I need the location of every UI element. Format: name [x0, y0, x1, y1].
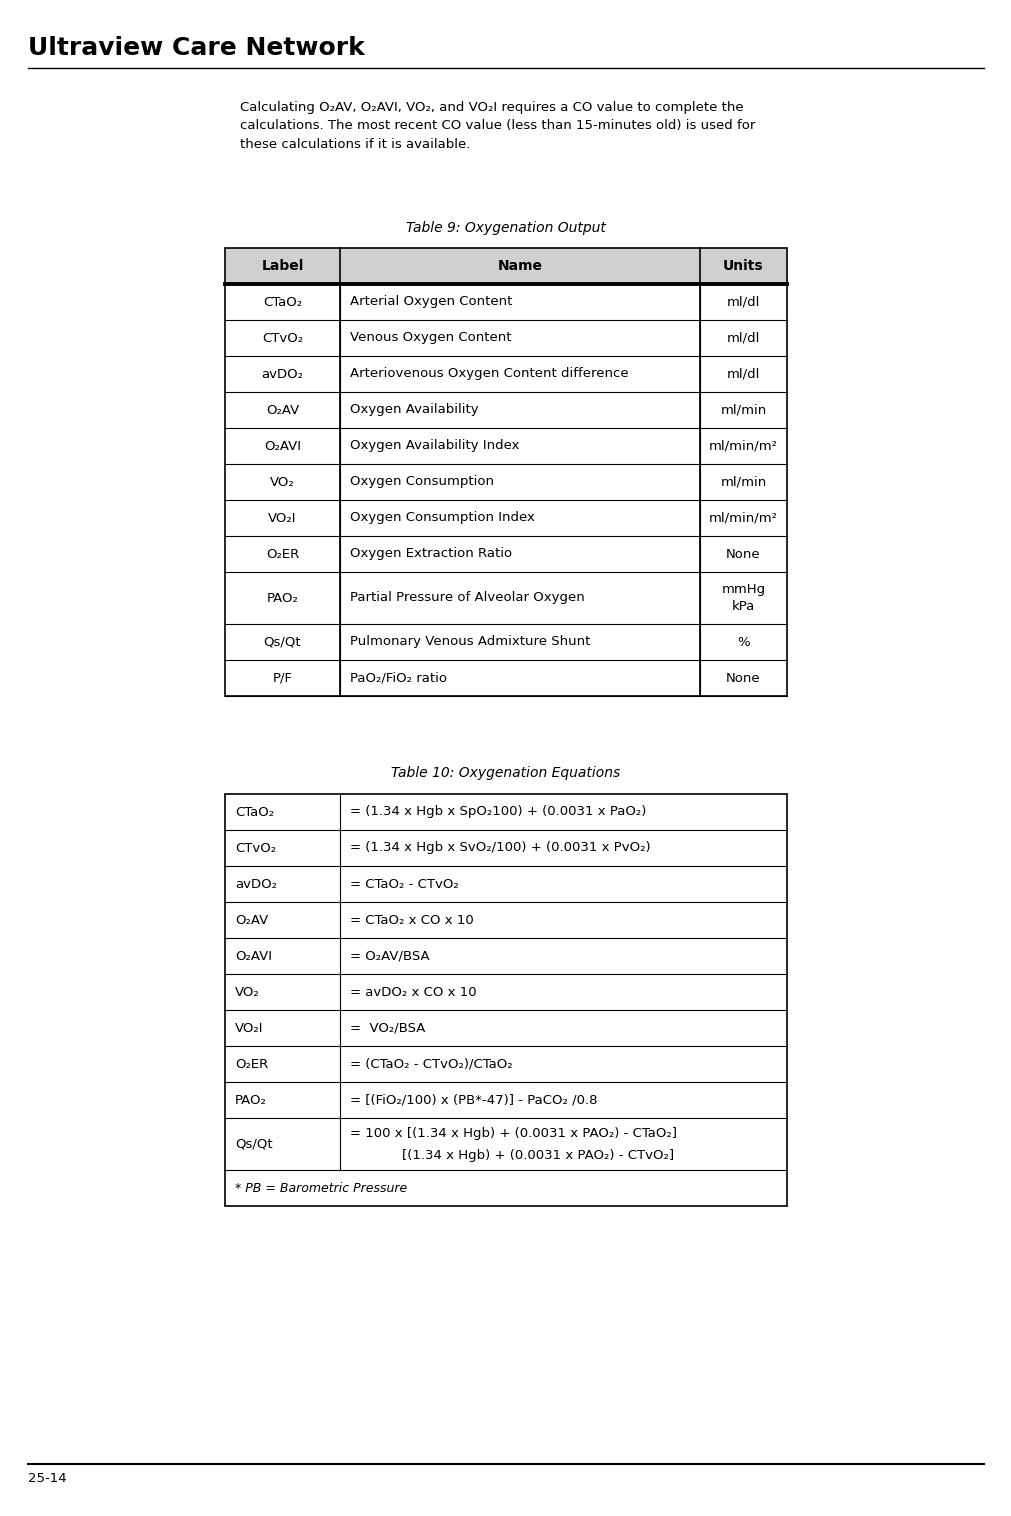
Text: = avDO₂ x CO x 10: = avDO₂ x CO x 10 — [350, 985, 476, 999]
Text: Qs/Qt: Qs/Qt — [235, 1137, 272, 1151]
Text: * PB = Barometric Pressure: * PB = Barometric Pressure — [235, 1181, 406, 1195]
Text: =  VO₂/BSA: = VO₂/BSA — [350, 1022, 425, 1034]
Text: Pulmonary Venous Admixture Shunt: Pulmonary Venous Admixture Shunt — [350, 635, 589, 649]
Text: CTvO₂: CTvO₂ — [235, 841, 276, 855]
Text: Oxygen Consumption: Oxygen Consumption — [350, 476, 493, 488]
Text: O₂ER: O₂ER — [266, 547, 299, 561]
Text: %: % — [736, 635, 749, 649]
Text: VO₂: VO₂ — [270, 476, 294, 488]
Text: Qs/Qt: Qs/Qt — [264, 635, 301, 649]
Text: ml/dl: ml/dl — [726, 367, 759, 381]
Text: CTvO₂: CTvO₂ — [262, 332, 302, 344]
Text: CTaO₂: CTaO₂ — [235, 805, 274, 819]
Text: O₂AVI: O₂AVI — [264, 440, 300, 452]
Text: Venous Oxygen Content: Venous Oxygen Content — [350, 332, 511, 344]
Text: [(1.34 x Hgb) + (0.0031 x PAO₂) - CTvO₂]: [(1.34 x Hgb) + (0.0031 x PAO₂) - CTvO₂] — [401, 1149, 673, 1161]
Bar — [224, 794, 787, 1207]
Text: Units: Units — [723, 259, 763, 273]
Text: Table 10: Oxygenation Equations: Table 10: Oxygenation Equations — [391, 766, 620, 781]
Text: Partial Pressure of Alveolar Oxygen: Partial Pressure of Alveolar Oxygen — [350, 591, 584, 605]
Text: VO₂I: VO₂I — [235, 1022, 263, 1034]
Text: = 100 x [(1.34 x Hgb) + (0.0031 x PAO₂) - CTaO₂]: = 100 x [(1.34 x Hgb) + (0.0031 x PAO₂) … — [350, 1126, 676, 1140]
Text: O₂AVI: O₂AVI — [235, 949, 272, 963]
Text: Label: Label — [261, 259, 303, 273]
Text: ml/min: ml/min — [720, 403, 766, 417]
Text: = CTaO₂ - CTvO₂: = CTaO₂ - CTvO₂ — [350, 878, 458, 890]
Text: = (1.34 x Hgb x SpO₂100) + (0.0031 x PaO₂): = (1.34 x Hgb x SpO₂100) + (0.0031 x PaO… — [350, 805, 646, 819]
Text: ml/min: ml/min — [720, 476, 766, 488]
Text: PAO₂: PAO₂ — [266, 591, 298, 605]
Text: PAO₂: PAO₂ — [235, 1093, 267, 1107]
Text: ml/min/m²: ml/min/m² — [709, 511, 777, 525]
Text: Name: Name — [497, 259, 542, 273]
Text: O₂ER: O₂ER — [235, 1058, 268, 1070]
Text: ml/min/m²: ml/min/m² — [709, 440, 777, 452]
Text: Ultraview Care Network: Ultraview Care Network — [28, 36, 364, 61]
Text: O₂AV: O₂AV — [266, 403, 299, 417]
Text: ml/dl: ml/dl — [726, 332, 759, 344]
Text: VO₂: VO₂ — [235, 985, 260, 999]
Text: = [(FiO₂/100) x (PB*-47)] - PaCO₂ /0.8: = [(FiO₂/100) x (PB*-47)] - PaCO₂ /0.8 — [350, 1093, 596, 1107]
Text: Arteriovenous Oxygen Content difference: Arteriovenous Oxygen Content difference — [350, 367, 628, 381]
Text: Calculating O₂AV, O₂AVI, VO₂, and VO₂I requires a CO value to complete the
calcu: Calculating O₂AV, O₂AVI, VO₂, and VO₂I r… — [240, 102, 754, 152]
Text: ml/dl: ml/dl — [726, 296, 759, 308]
Text: None: None — [726, 547, 760, 561]
Text: mmHg
kPa: mmHg kPa — [721, 582, 764, 614]
Text: Table 9: Oxygenation Output: Table 9: Oxygenation Output — [405, 221, 606, 235]
Text: None: None — [726, 672, 760, 685]
Text: Oxygen Availability: Oxygen Availability — [350, 403, 478, 417]
Bar — [224, 249, 787, 696]
Text: = CTaO₂ x CO x 10: = CTaO₂ x CO x 10 — [350, 914, 473, 926]
Text: 25-14: 25-14 — [28, 1472, 67, 1486]
Text: = (CTaO₂ - CTvO₂)/CTaO₂: = (CTaO₂ - CTvO₂)/CTaO₂ — [350, 1058, 513, 1070]
Text: PaO₂/FiO₂ ratio: PaO₂/FiO₂ ratio — [350, 672, 447, 685]
Text: Oxygen Availability Index: Oxygen Availability Index — [350, 440, 519, 452]
Text: = O₂AV/BSA: = O₂AV/BSA — [350, 949, 430, 963]
Text: O₂AV: O₂AV — [235, 914, 268, 926]
Text: VO₂I: VO₂I — [268, 511, 296, 525]
Text: avDO₂: avDO₂ — [261, 367, 303, 381]
Text: avDO₂: avDO₂ — [235, 878, 277, 890]
Text: P/F: P/F — [272, 672, 292, 685]
Text: Oxygen Consumption Index: Oxygen Consumption Index — [350, 511, 535, 525]
Text: = (1.34 x Hgb x SvO₂/100) + (0.0031 x PvO₂): = (1.34 x Hgb x SvO₂/100) + (0.0031 x Pv… — [350, 841, 650, 855]
Text: Arterial Oxygen Content: Arterial Oxygen Content — [350, 296, 512, 308]
Bar — [224, 249, 787, 283]
Text: Oxygen Extraction Ratio: Oxygen Extraction Ratio — [350, 547, 512, 561]
Text: CTaO₂: CTaO₂ — [263, 296, 301, 308]
